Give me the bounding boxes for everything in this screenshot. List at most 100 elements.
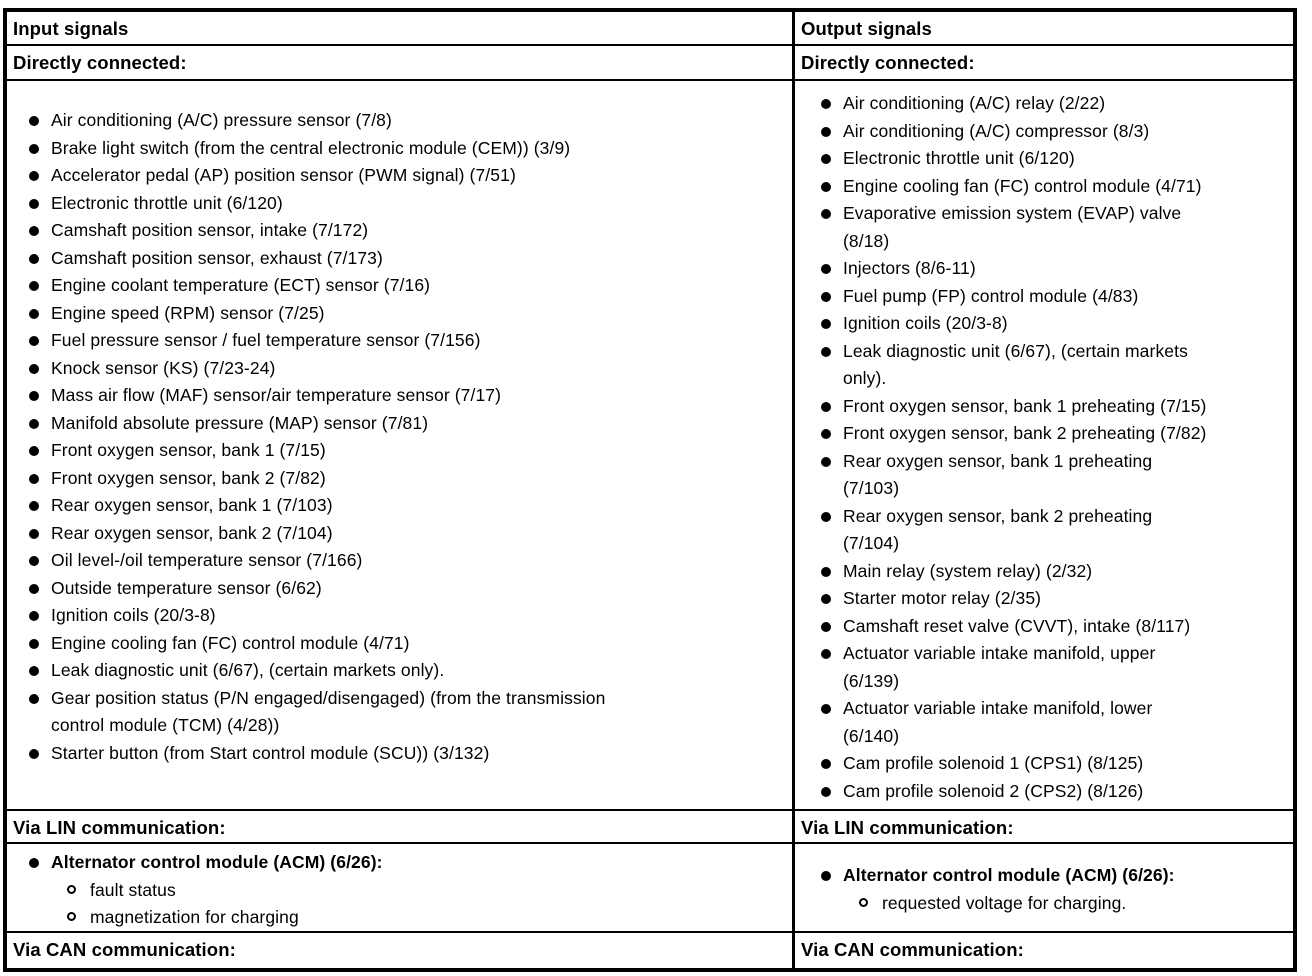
list-item: Rear oxygen sensor, bank 1 (7/103) <box>7 492 792 520</box>
bullet-icon <box>29 226 39 236</box>
list-item-text: Front oxygen sensor, bank 2 preheating (… <box>843 423 1207 443</box>
list-item-text: Engine speed (RPM) sensor (7/25) <box>51 302 325 323</box>
bullet-icon <box>821 566 831 577</box>
bullet-icon <box>29 611 39 621</box>
bullet-icon <box>29 198 39 209</box>
list-item-text: Evaporative emission system (EVAP) valve… <box>843 203 1182 251</box>
list-item: Accelerator pedal (AP) position sensor (… <box>7 162 792 190</box>
bullet-icon <box>821 456 831 467</box>
bullet-icon <box>821 621 831 632</box>
list-item-text: Camshaft position sensor, exhaust (7/173… <box>51 247 383 268</box>
list-item: Actuator variable intake manifold, lower… <box>799 695 1293 750</box>
list-item-text: Front oxygen sensor, bank 1 preheating (… <box>843 395 1207 416</box>
list-item-text: Brake light switch (from the central ele… <box>51 137 571 158</box>
list-item-text: Rear oxygen sensor, bank 1 (7/103) <box>51 495 333 515</box>
list-item-text: Starter button (from Start control modul… <box>51 742 490 763</box>
bullet-icon <box>29 666 39 676</box>
output-directly-connected-list: Air conditioning (A/C) relay (2/22) Air … <box>795 81 1293 809</box>
bullet-icon <box>821 649 831 659</box>
list-item: Outside temperature sensor (6/62) <box>7 575 792 603</box>
bullet-icon <box>29 446 39 456</box>
list-item-text: Rear oxygen sensor, bank 2 (7/104) <box>51 522 333 543</box>
bullet-icon <box>29 858 39 868</box>
list-item: Leak diagnostic unit (6/67), (certain ma… <box>7 657 792 685</box>
list-item-text: Engine coolant temperature (ECT) sensor … <box>51 275 431 295</box>
circle-bullet-icon <box>67 912 76 921</box>
list-item-text: Air conditioning (A/C) relay (2/22) <box>843 93 1106 113</box>
bullet-icon <box>29 143 39 154</box>
bullet-icon <box>821 99 831 109</box>
list-item: Knock sensor (KS) (7/23-24) <box>7 355 792 383</box>
list-item: Ignition coils (20/3-8) <box>7 602 792 630</box>
bullet-icon <box>29 693 39 704</box>
sub-list-item-text: magnetization for charging <box>90 907 299 927</box>
bullet-icon <box>29 418 39 429</box>
list-item: Front oxygen sensor, bank 2 (7/82) <box>7 465 792 493</box>
list-item-text: Fuel pump (FP) control module (4/83) <box>843 285 1139 306</box>
list-item-text: Air conditioning (A/C) compressor (8/3) <box>843 120 1150 141</box>
list-item: Evaporative emission system (EVAP) valve… <box>799 200 1293 255</box>
list-item-text: Leak diagnostic unit (6/67), (certain ma… <box>843 340 1188 389</box>
list-item: Rear oxygen sensor, bank 2 preheating (7… <box>799 503 1293 558</box>
list-item-text: Starter motor relay (2/35) <box>843 588 1042 608</box>
list-item-text: Ignition coils (20/3-8) <box>843 313 1008 333</box>
list-item-text: Injectors (8/6-11) <box>843 258 976 278</box>
list-item-text: Outside temperature sensor (6/62) <box>51 577 322 598</box>
list-item-text: Actuator variable intake manifold, lower… <box>843 698 1153 746</box>
bullet-icon <box>29 391 39 401</box>
list-item-text: Fuel pressure sensor / fuel temperature … <box>51 330 481 350</box>
list-item-text: Gear position status (P/N engaged/diseng… <box>51 687 606 736</box>
list-item-text: Oil level-/oil temperature sensor (7/166… <box>51 550 363 570</box>
list-item: Front oxygen sensor, bank 1 (7/15) <box>7 437 792 465</box>
list-item-text: Electronic throttle unit (6/120) <box>51 192 283 213</box>
bullet-icon <box>821 511 831 522</box>
list-item: Air conditioning (A/C) relay (2/22) <box>799 90 1293 118</box>
list-item-text: Engine cooling fan (FC) control module (… <box>843 175 1202 196</box>
list-item: Gear position status (P/N engaged/diseng… <box>7 685 792 740</box>
input-via-lin-label: Via LIN communication: <box>7 811 795 842</box>
list-item: Front oxygen sensor, bank 2 preheating (… <box>799 420 1293 448</box>
list-item-text: Alternator control module (ACM) (6/26): <box>843 865 1175 885</box>
list-item: Engine coolant temperature (ECT) sensor … <box>7 272 792 300</box>
signals-table: Input signals Output signals Directly co… <box>3 8 1297 972</box>
list-item: Camshaft position sensor, exhaust (7/173… <box>7 245 792 273</box>
bullet-icon <box>821 594 831 604</box>
list-item: Manifold absolute pressure (MAP) sensor … <box>7 410 792 438</box>
list-item: Injectors (8/6-11) <box>799 255 1293 283</box>
bullet-icon <box>821 401 831 412</box>
circle-bullet-icon <box>859 897 868 907</box>
bullet-icon <box>29 253 39 264</box>
sub-list-item-text: requested voltage for charging. <box>882 892 1127 913</box>
bullet-icon <box>821 209 831 219</box>
list-item: Air conditioning (A/C) compressor (8/3) <box>799 118 1293 146</box>
list-item-text: Actuator variable intake manifold, upper… <box>843 643 1156 691</box>
list-item-text: Camshaft reset valve (CVVT), intake (8/1… <box>843 615 1191 636</box>
bullet-icon <box>29 501 39 511</box>
list-item: Rear oxygen sensor, bank 2 (7/104) <box>7 520 792 548</box>
list-item-text: Air conditioning (A/C) pressure sensor (… <box>51 110 392 130</box>
list-item-text: Camshaft position sensor, intake (7/172) <box>51 220 369 240</box>
bullet-icon <box>29 638 39 649</box>
list-item: Oil level-/oil temperature sensor (7/166… <box>7 547 792 575</box>
bullet-icon <box>29 116 39 126</box>
input-directly-connected-label: Directly connected: <box>7 46 795 79</box>
list-item: Cam profile solenoid 2 (CPS2) (8/126) <box>799 778 1293 806</box>
bullet-icon <box>821 786 831 797</box>
list-item: Camshaft reset valve (CVVT), intake (8/1… <box>799 613 1293 641</box>
via-lin-body-row: Alternator control module (ACM) (6/26): … <box>7 844 1293 933</box>
list-item: Cam profile solenoid 1 (CPS1) (8/125) <box>799 750 1293 778</box>
bullet-icon <box>821 346 831 357</box>
bullet-icon <box>29 308 39 319</box>
list-item: Fuel pressure sensor / fuel temperature … <box>7 327 792 355</box>
list-item-text: Rear oxygen sensor, bank 2 preheating (7… <box>843 505 1153 554</box>
list-item-text: Front oxygen sensor, bank 1 (7/15) <box>51 440 326 460</box>
input-lin-list: Alternator control module (ACM) (6/26): … <box>7 844 795 931</box>
list-item: Starter button (from Start control modul… <box>7 740 792 768</box>
bullet-icon <box>821 429 831 439</box>
bullet-icon <box>29 363 39 374</box>
input-via-can-label: Via CAN communication: <box>7 933 795 968</box>
bullet-icon <box>29 336 39 346</box>
bullet-icon <box>821 704 831 714</box>
output-via-can-label: Via CAN communication: <box>801 939 1024 960</box>
sub-list-item-text: fault status <box>90 879 176 900</box>
